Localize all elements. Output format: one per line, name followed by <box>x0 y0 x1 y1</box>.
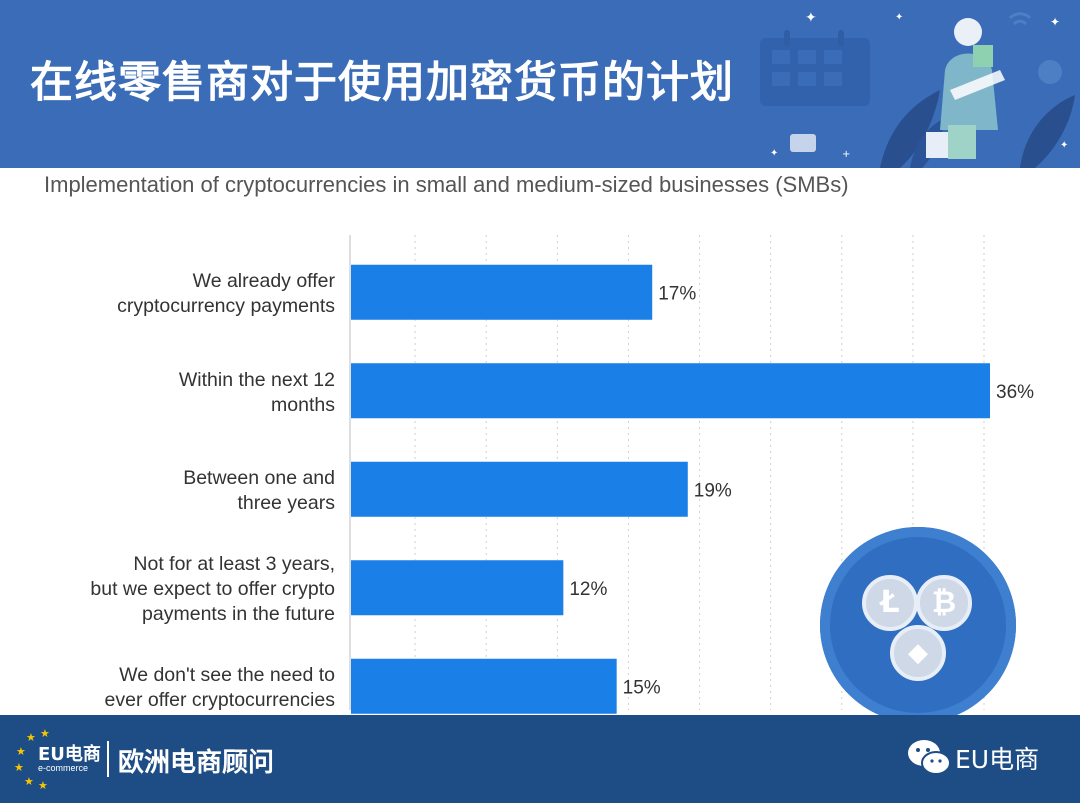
data-label: 19% <box>694 480 732 501</box>
bar <box>351 264 653 320</box>
bar <box>351 560 564 616</box>
data-label: 15% <box>623 677 661 698</box>
category-label: We don't see the need to ever offer cryp… <box>104 664 336 712</box>
shopping-illustration-icon: ✦ ✦ ✦ ✦ + ✦ <box>760 10 1075 168</box>
svg-text:✦: ✦ <box>895 12 903 23</box>
eu-stars-logo-icon: ★ ★ ★ ★ ★ ★ <box>14 729 50 789</box>
svg-text:✦: ✦ <box>805 10 817 26</box>
data-label: 36% <box>996 382 1034 403</box>
svg-text:★: ★ <box>40 729 50 740</box>
chart-subtitle: Implementation of cryptocurrencies in sm… <box>44 172 849 197</box>
category-label: Within the next 12 months <box>178 368 335 416</box>
svg-text:★: ★ <box>16 745 26 758</box>
svg-text:+: + <box>842 149 850 160</box>
bitcoin-icon: ₿ <box>916 575 972 631</box>
logo-eu-text: EU电商 <box>38 744 101 765</box>
svg-text:★: ★ <box>26 731 36 744</box>
crypto-coins-badge: Ł ₿ ◆ <box>820 527 1016 723</box>
svg-text:✦: ✦ <box>1050 15 1060 29</box>
svg-text:★: ★ <box>14 761 24 774</box>
header-banner: 在线零售商对于使用加密货币的计划 ✦ ✦ ✦ ✦ + ✦ <box>0 0 1080 168</box>
category-label: Not for at least 3 years, but we expect … <box>90 553 335 626</box>
data-label: 12% <box>569 579 607 600</box>
wechat-icon <box>908 740 951 775</box>
bar-chart: 17% 36% 19% 12% 15% We already offer cryptoc… <box>0 230 1080 715</box>
page-title: 在线零售商对于使用加密货币的计划 <box>30 58 734 108</box>
data-label: 17% <box>658 283 696 304</box>
brand-name: 欧洲电商顾问 <box>118 748 275 778</box>
category-label: Between one and three years <box>183 467 335 515</box>
svg-text:★: ★ <box>38 779 48 789</box>
logo-divider <box>107 741 109 777</box>
svg-text:★: ★ <box>24 775 34 788</box>
logo-subtext: e-commerce <box>38 763 89 773</box>
bar-chart-plot: 17% 36% 19% 12% 15% <box>349 235 1034 714</box>
wechat-account-name: EU电商 <box>955 745 1040 774</box>
ethereum-icon: ◆ <box>890 625 946 681</box>
bar <box>351 363 990 419</box>
category-label: We already offer cryptocurrency payments <box>117 270 335 318</box>
bar <box>351 658 617 714</box>
svg-text:✦: ✦ <box>770 148 778 159</box>
litecoin-icon: Ł <box>862 575 918 631</box>
svg-text:✦: ✦ <box>1060 140 1068 151</box>
bar <box>351 461 688 517</box>
footer-bar: ★ ★ ★ ★ ★ ★ EU电商 e-commerce 欧洲电商顾问 EU电商 <box>0 715 1080 803</box>
